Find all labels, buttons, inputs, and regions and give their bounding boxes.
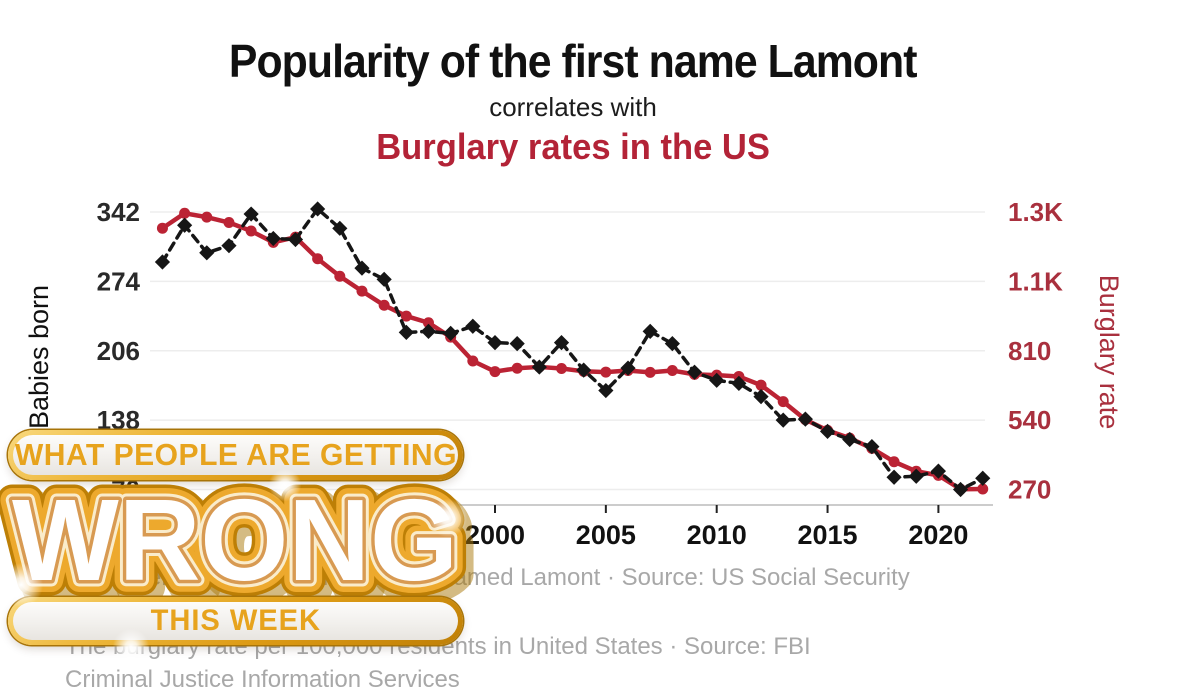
data-point-circle: [644, 366, 656, 378]
data-point-diamond: [509, 336, 525, 352]
data-point-diamond: [975, 470, 991, 486]
data-point-circle: [467, 355, 479, 367]
data-point-circle: [156, 222, 168, 234]
overlay-wrong-wordart: WRONG WRONG WRONG WRONG WRONG WRONG: [0, 460, 481, 630]
data-point-diamond: [487, 334, 503, 351]
data-point-circle: [888, 456, 900, 468]
overlay-banner-bottom-text: THIS WEEK: [150, 604, 321, 637]
chart-title-text: Popularity of the first name Lamont: [229, 35, 918, 87]
left-axis-title: Babies born: [24, 285, 54, 429]
data-point-diamond: [620, 360, 636, 376]
data-point-diamond: [221, 238, 237, 254]
chart-subtitle-text: Burglary rates in the US: [376, 126, 770, 167]
data-point-diamond: [930, 463, 946, 479]
x-tick-label: 2000: [465, 520, 525, 550]
data-point-diamond: [908, 468, 924, 484]
data-point-circle: [977, 483, 989, 495]
overlay-banner-top-inner: WHAT PEOPLE ARE GETTING: [13, 435, 458, 475]
data-point-diamond: [443, 325, 459, 342]
left-tick-label: 206: [97, 336, 140, 366]
data-point-circle: [223, 217, 235, 229]
left-tick-label: 274: [97, 266, 141, 296]
data-point-circle: [378, 299, 390, 311]
data-point-circle: [511, 362, 523, 374]
data-point-circle: [334, 270, 346, 282]
data-point-circle: [201, 211, 213, 223]
data-point-diamond: [199, 245, 215, 261]
data-point-circle: [489, 366, 501, 378]
data-point-diamond: [598, 382, 614, 399]
overlay-banner-top-text: WHAT PEOPLE ARE GETTING: [14, 437, 457, 472]
data-point-circle: [245, 225, 257, 237]
overlay-banner-bottom: THIS WEEK: [8, 597, 463, 645]
data-point-diamond: [731, 375, 747, 391]
babies-source-caption: The number of babies born in the US name…: [40, 564, 910, 591]
data-point-diamond: [287, 231, 304, 248]
data-point-diamond: [819, 423, 836, 439]
data-point-diamond: [465, 318, 481, 334]
data-point-circle: [312, 253, 324, 265]
data-point-diamond: [354, 260, 370, 276]
data-point-circle: [755, 379, 767, 391]
data-point-circle: [600, 366, 612, 378]
right-tick-label: 1.1K: [1008, 266, 1063, 296]
data-point-diamond: [709, 372, 725, 388]
wrong-layer-outer-edge: WRONG: [12, 475, 458, 605]
chart-title: Popularity of the first name Lamont: [0, 34, 1146, 88]
data-point-diamond: [376, 271, 392, 287]
data-point-diamond: [531, 359, 547, 375]
chart-connector-label: correlates with: [0, 92, 1146, 123]
right-axis-title: Burglary rate: [1094, 275, 1124, 430]
overlay-banner-top: WHAT PEOPLE ARE GETTING: [8, 430, 463, 480]
data-point-diamond: [686, 364, 703, 380]
data-point-diamond: [576, 362, 592, 378]
wrong-layer-cream-ring: WRONG: [12, 475, 458, 605]
data-point-diamond: [420, 323, 437, 339]
wrong-layer-gold: WRONG: [12, 475, 458, 605]
data-point-diamond: [243, 206, 259, 222]
data-point-diamond: [775, 412, 791, 428]
data-point-diamond: [642, 323, 658, 339]
data-point-diamond: [753, 389, 769, 405]
data-point-diamond: [154, 254, 171, 270]
data-point-diamond: [664, 336, 680, 352]
data-point-circle: [777, 396, 789, 408]
data-point-circle: [666, 365, 678, 377]
chart-subtitle: Burglary rates in the US: [0, 126, 1146, 168]
video-frame: { "titles": { "main": "Popularity of the…: [0, 34, 1146, 693]
right-tick-label: 270: [1008, 475, 1051, 505]
burglary-source-caption-line2: Criminal Justice Information Services: [65, 666, 460, 693]
right-tick-label: 540: [1008, 405, 1051, 435]
wrong-wordart-svg: WRONG WRONG WRONG WRONG WRONG WRONG: [0, 460, 481, 630]
data-point-diamond: [398, 324, 414, 340]
x-tick-label: 2020: [908, 520, 968, 550]
left-tick-label: 342: [97, 197, 140, 227]
data-point-circle: [400, 310, 412, 322]
data-point-diamond: [332, 220, 348, 236]
x-tick-label: 2015: [798, 520, 858, 550]
data-point-diamond: [310, 201, 326, 217]
x-tick-label: 2010: [687, 520, 747, 550]
data-point-diamond: [265, 230, 281, 247]
data-point-diamond: [864, 439, 880, 455]
wrong-layer-white-fill: WRONG: [12, 475, 458, 605]
data-point-diamond: [952, 481, 969, 498]
data-point-diamond: [553, 334, 570, 351]
overlay-banner-bottom-inner: THIS WEEK: [13, 602, 458, 640]
x-tick-label: 2005: [576, 520, 636, 550]
data-point-circle: [356, 285, 368, 297]
right-tick-label: 810: [1008, 336, 1051, 366]
data-point-diamond: [886, 469, 902, 485]
data-point-circle: [179, 207, 191, 219]
data-point-circle: [556, 362, 568, 374]
wrong-layer-tan-ring: WRONG: [12, 475, 458, 605]
data-point-diamond: [842, 431, 858, 448]
chart-connector-text: correlates with: [489, 92, 657, 122]
data-point-diamond: [797, 411, 813, 427]
data-point-diamond: [177, 217, 193, 233]
data-point-circle: [422, 317, 434, 329]
right-tick-label: 1.3K: [1008, 197, 1063, 227]
